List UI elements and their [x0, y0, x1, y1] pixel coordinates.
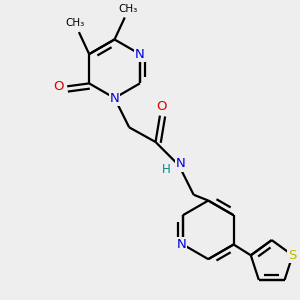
Text: S: S: [288, 249, 297, 262]
Text: CH₃: CH₃: [118, 4, 137, 14]
Text: O: O: [156, 100, 166, 113]
Text: N: N: [176, 158, 185, 170]
Text: N: N: [135, 48, 145, 61]
Text: N: N: [177, 238, 186, 251]
Text: H: H: [161, 163, 170, 176]
Text: O: O: [53, 80, 64, 93]
Text: N: N: [110, 92, 119, 104]
Text: CH₃: CH₃: [65, 18, 84, 28]
